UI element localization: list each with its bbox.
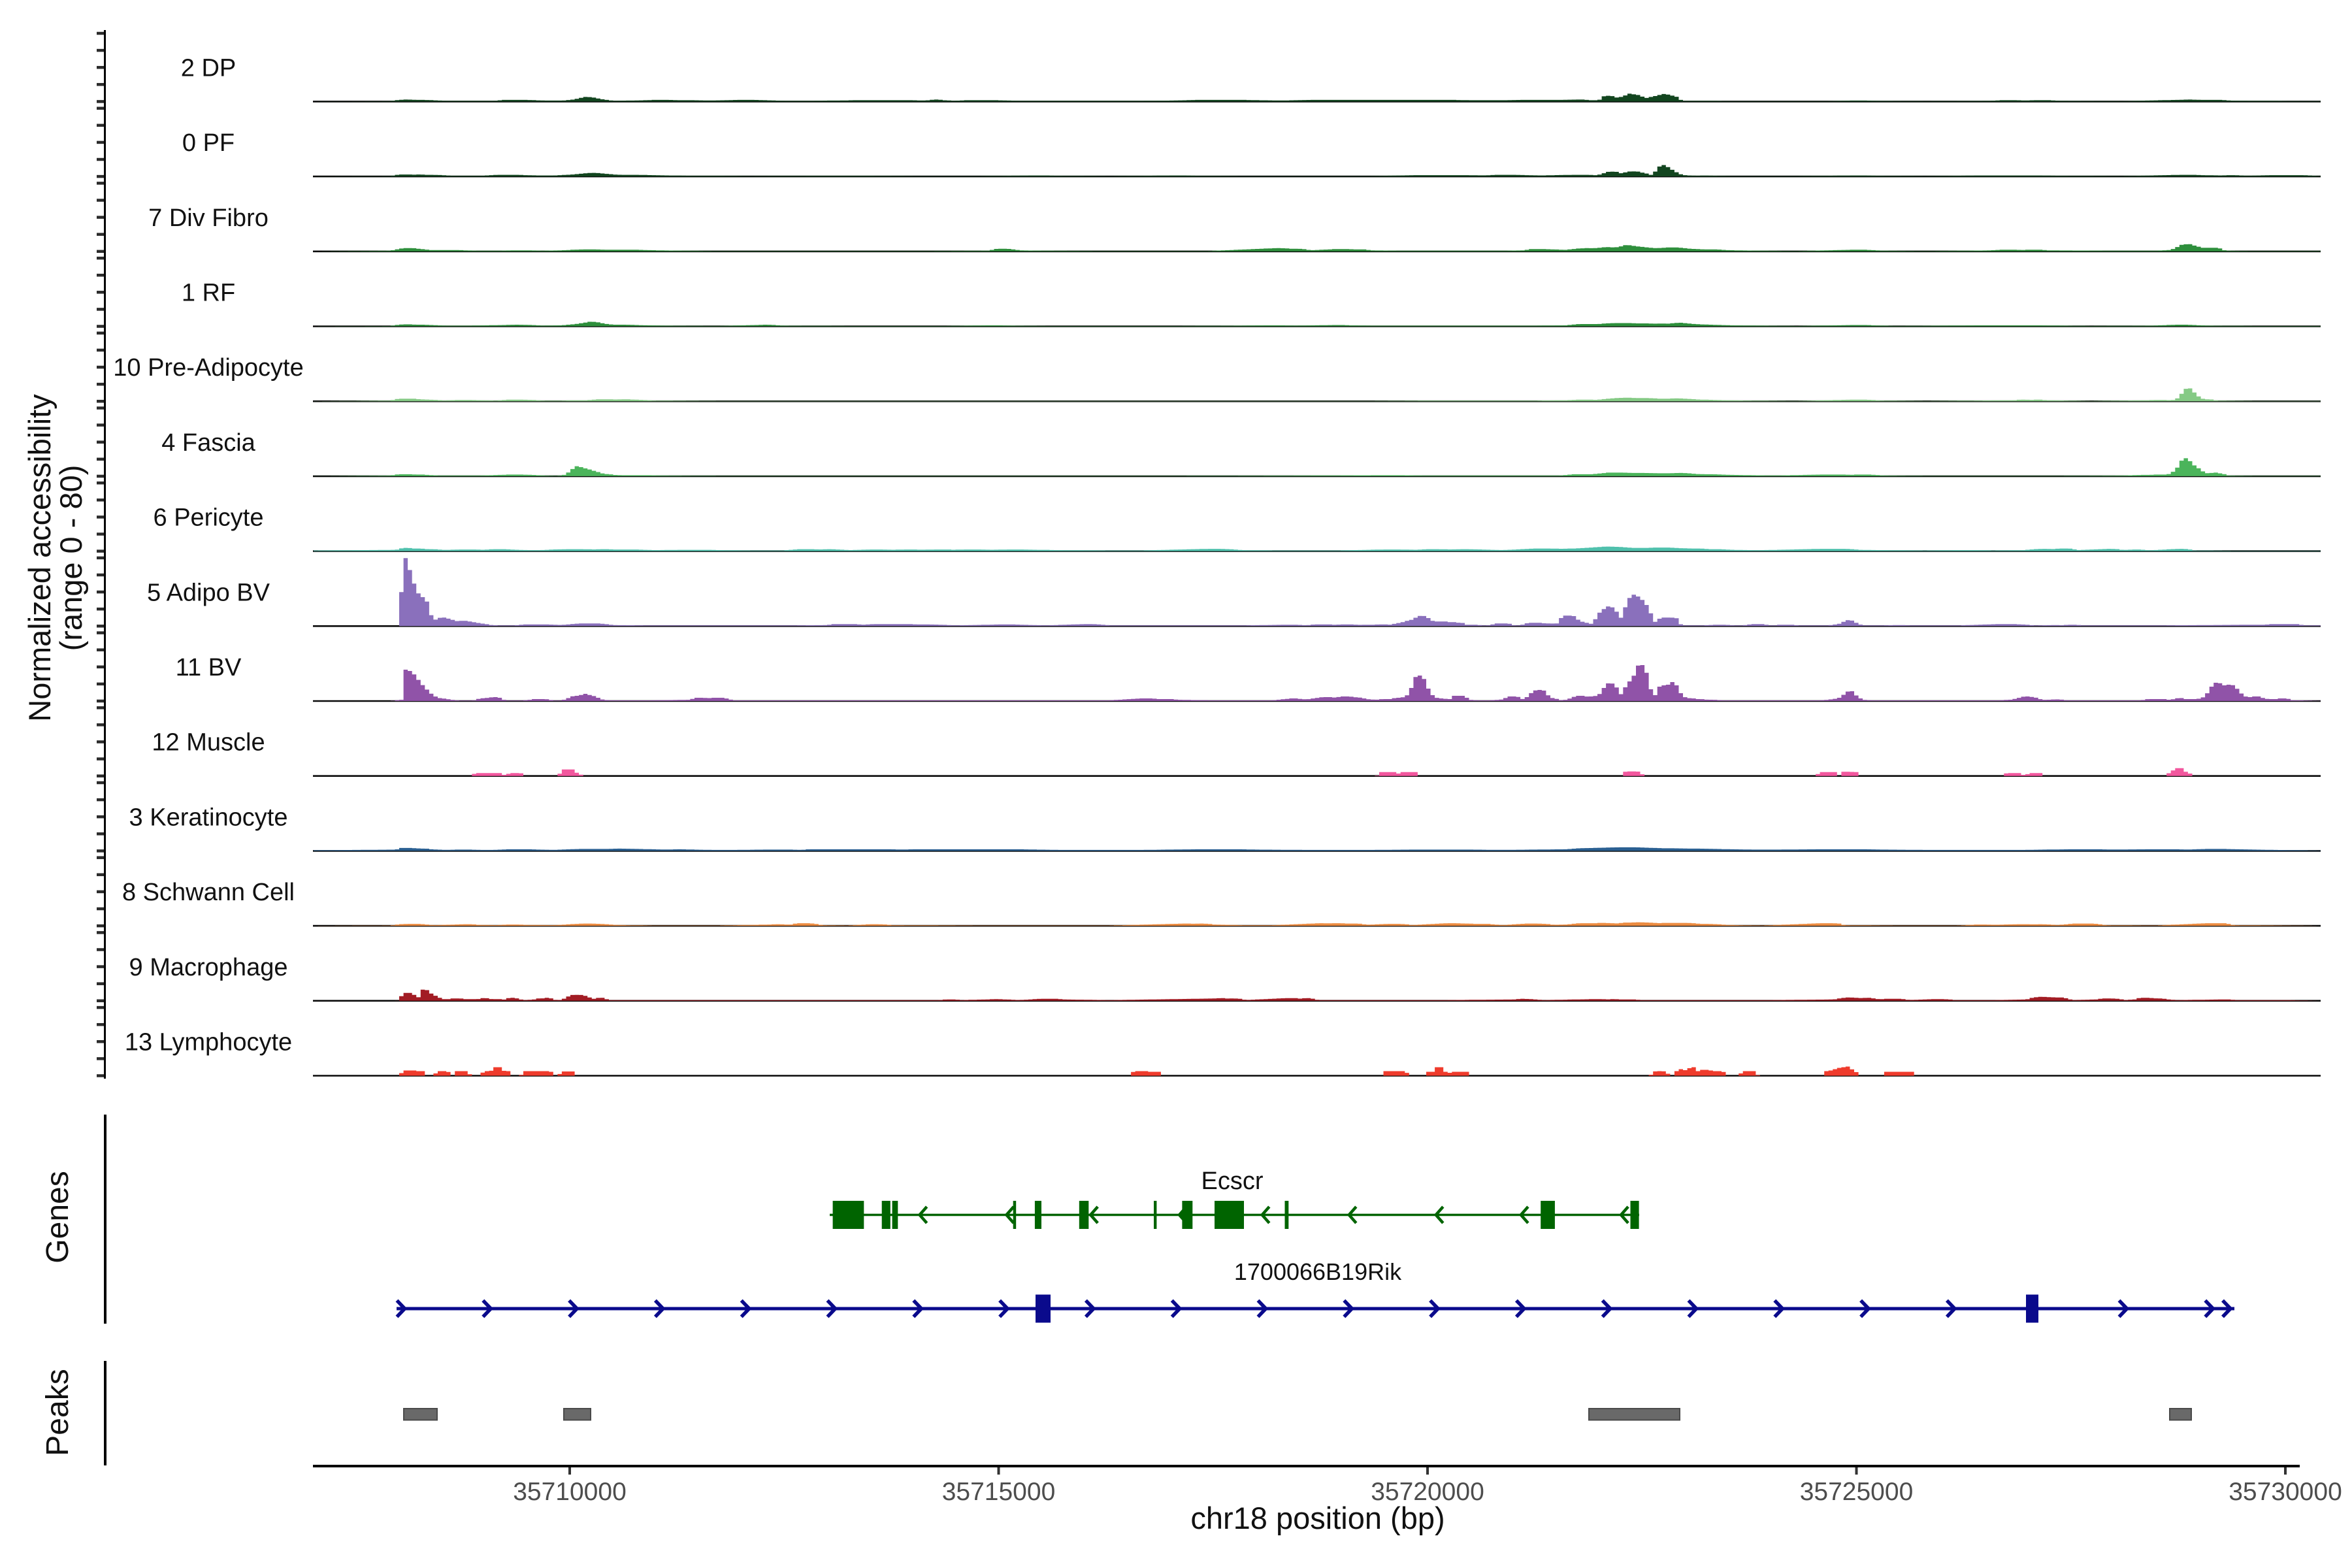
svg-text:6 Pericyte: 6 Pericyte bbox=[154, 504, 264, 532]
svg-text:5 Adipo BV: 5 Adipo BV bbox=[147, 579, 270, 606]
svg-text:35730000: 35730000 bbox=[2229, 1478, 2342, 1506]
svg-text:2 DP: 2 DP bbox=[181, 54, 236, 82]
svg-text:0 PF: 0 PF bbox=[182, 129, 235, 157]
svg-text:1700066B19Rik: 1700066B19Rik bbox=[1234, 1258, 1402, 1285]
svg-text:11 BV: 11 BV bbox=[176, 654, 242, 681]
svg-text:9 Macrophage: 9 Macrophage bbox=[129, 954, 288, 981]
svg-text:35710000: 35710000 bbox=[513, 1478, 627, 1506]
svg-text:1 RF: 1 RF bbox=[182, 280, 235, 307]
svg-text:(range 0 - 80): (range 0 - 80) bbox=[54, 465, 88, 651]
svg-text:13 Lymphocyte: 13 Lymphocyte bbox=[125, 1029, 292, 1056]
svg-text:12 Muscle: 12 Muscle bbox=[152, 729, 265, 757]
svg-text:Ecscr: Ecscr bbox=[1201, 1168, 1264, 1195]
svg-text:Genes: Genes bbox=[41, 1171, 75, 1263]
svg-text:chr18 position (bp): chr18 position (bp) bbox=[1190, 1501, 1445, 1535]
svg-text:Normalized accessibility: Normalized accessibility bbox=[22, 394, 57, 722]
svg-text:35720000: 35720000 bbox=[1371, 1478, 1484, 1506]
svg-text:35725000: 35725000 bbox=[1800, 1478, 1914, 1506]
svg-text:Peaks: Peaks bbox=[41, 1369, 75, 1456]
svg-text:10 Pre-Adipocyte: 10 Pre-Adipocyte bbox=[113, 354, 304, 382]
svg-text:7 Div Fibro: 7 Div Fibro bbox=[148, 204, 269, 232]
svg-text:3 Keratinocyte: 3 Keratinocyte bbox=[129, 804, 288, 831]
svg-text:35715000: 35715000 bbox=[942, 1478, 1056, 1506]
svg-text:4 Fascia: 4 Fascia bbox=[161, 429, 255, 457]
svg-text:8 Schwann Cell: 8 Schwann Cell bbox=[122, 879, 295, 906]
